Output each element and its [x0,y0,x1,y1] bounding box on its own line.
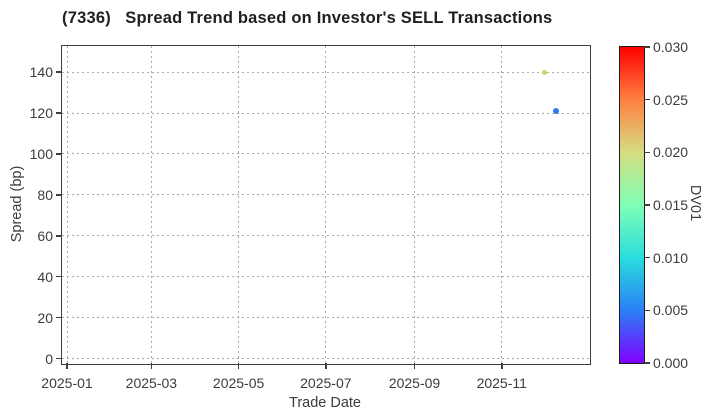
x-tick-mark [501,363,503,369]
x-tick-label: 2025-03 [125,375,178,391]
y-tick-label: 80 [37,186,53,203]
y-tick-label: 20 [37,309,53,326]
x-tick-label: 2025-07 [300,375,352,391]
x-gridline [325,46,327,363]
colorbar-tick-label: 0.020 [653,144,689,161]
chart-title: (7336) Spread Trend based on Investor's … [62,9,553,27]
x-gridline [66,46,68,363]
y-tick-mark [56,235,62,237]
colorbar-tick-label: 0.025 [653,91,689,108]
x-tick-label: 2025-01 [41,375,93,391]
data-point [553,108,560,115]
x-tick-mark [413,363,416,369]
colorbar-gradient [618,45,645,364]
y-tick-label: 60 [37,227,53,244]
x-tick-mark [237,363,240,369]
y-tick-mark [56,71,62,73]
colorbar-tick-label: 0.010 [653,249,689,266]
colorbar-tick-label: 0.005 [653,302,689,319]
x-gridline [150,46,152,363]
x-gridline [414,46,416,363]
colorbar-label: DV01 [687,184,703,222]
x-tick-mark [325,363,327,369]
y-tick-mark [56,316,62,319]
colorbar-tick-label: 0.030 [653,39,689,55]
y-tick-label: 100 [29,145,53,162]
y-tick-mark [56,153,62,155]
colorbar-tick-mark [644,362,650,364]
y-tick-mark [56,194,62,196]
y-tick-mark [56,275,62,278]
x-tick-label: 2025-11 [476,375,527,391]
colorbar-tick-mark [644,256,650,259]
y-tick-label: 40 [37,268,53,285]
y-tick-mark [56,357,62,360]
colorbar-tick-mark [644,151,650,154]
y-tick-mark [56,112,62,114]
colorbar-tick-mark [644,98,650,101]
y-tick-label: 0 [45,350,53,367]
x-tick-mark [66,363,68,369]
colorbar-tick-mark [644,46,650,48]
x-gridline [238,46,240,363]
colorbar-tick-label: 0.000 [653,355,689,371]
colorbar-tick-mark [644,309,650,312]
x-tick-mark [150,363,153,369]
data-point [542,69,548,75]
x-tick-label: 2025-05 [212,375,265,391]
x-gridline [501,46,503,363]
colorbar-tick-mark [644,204,650,206]
colorbar-tick-label: 0.015 [653,197,689,213]
x-axis-label: Trade Date [289,395,361,411]
y-tick-label: 140 [29,64,53,81]
y-tick-label: 120 [29,105,53,122]
x-tick-label: 2025-09 [388,375,441,391]
